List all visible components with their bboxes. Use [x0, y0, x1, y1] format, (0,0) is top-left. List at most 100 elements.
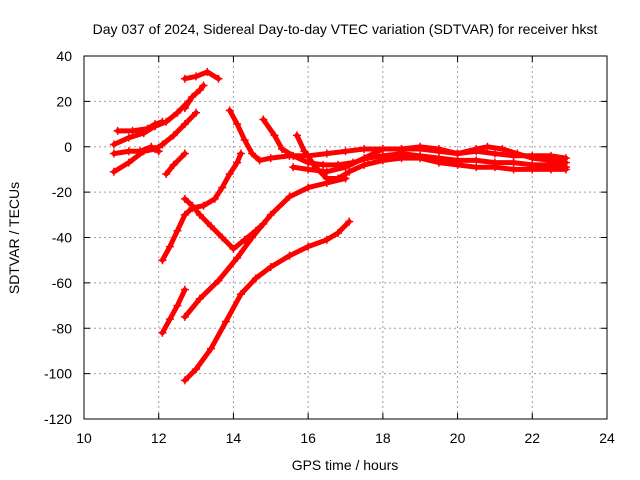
data-point-marker: [513, 149, 522, 158]
data-point-marker: [165, 315, 174, 324]
data-point-marker: [360, 160, 369, 169]
data-point-marker: [528, 165, 537, 174]
data-point-marker: [453, 149, 462, 158]
x-tick-label: 18: [375, 430, 391, 446]
data-point-marker: [304, 242, 313, 251]
data-point-marker: [158, 328, 167, 337]
data-point-marker: [233, 158, 242, 167]
data-point-marker: [248, 233, 257, 242]
data-point-marker: [266, 210, 275, 219]
data-point-marker: [195, 210, 204, 219]
data-point-marker: [169, 131, 178, 140]
data-point-marker: [207, 344, 216, 353]
data-point-marker: [483, 142, 492, 151]
y-tick-label: -40: [52, 230, 72, 246]
data-point-marker: [199, 81, 208, 90]
data-point-marker: [225, 106, 234, 115]
data-point-marker: [136, 147, 145, 156]
data-point-marker: [124, 158, 133, 167]
data-point-marker: [334, 228, 343, 237]
data-point-marker: [472, 156, 481, 165]
data-point-marker: [490, 163, 499, 172]
data-point-marker: [341, 147, 350, 156]
data-point-marker: [397, 154, 406, 163]
x-axis-label: GPS time / hours: [292, 457, 399, 473]
y-tick-label: -80: [52, 320, 72, 336]
data-point-marker: [490, 149, 499, 158]
data-point-marker: [289, 163, 298, 172]
data-point-marker: [434, 158, 443, 167]
data-point-marker: [214, 276, 223, 285]
data-point-marker: [378, 156, 387, 165]
data-point-marker: [322, 167, 331, 176]
data-point-marker: [207, 222, 216, 231]
data-point-marker: [233, 120, 242, 129]
y-tick-label: 40: [56, 48, 72, 64]
data-point-marker: [416, 142, 425, 151]
data-point-marker: [192, 72, 201, 81]
data-point-marker: [188, 92, 197, 101]
data-point-marker: [203, 67, 212, 76]
data-point-marker: [147, 142, 156, 151]
data-point-marker: [277, 145, 286, 154]
data-point-marker: [322, 149, 331, 158]
data-point-marker: [109, 167, 118, 176]
data-point-marker: [180, 194, 189, 203]
data-point-marker: [221, 317, 230, 326]
data-point-marker: [180, 74, 189, 83]
series-layer: [109, 67, 570, 385]
series-arc-7: [182, 69, 221, 82]
data-point-marker: [180, 149, 189, 158]
y-tick-label: 0: [64, 139, 72, 155]
data-point-marker: [322, 174, 331, 183]
data-point-marker: [322, 235, 331, 244]
data-point-marker: [225, 169, 234, 178]
data-point-marker: [304, 165, 313, 174]
data-point-marker: [173, 226, 182, 235]
data-point-marker: [188, 201, 197, 210]
data-point-marker: [240, 135, 249, 144]
data-point-marker: [319, 160, 328, 169]
data-point-marker: [255, 156, 264, 165]
data-point-marker: [434, 145, 443, 154]
series-arc-9: [159, 287, 188, 336]
series-arc-12: [182, 219, 352, 383]
data-point-marker: [285, 192, 294, 201]
data-point-marker: [218, 183, 227, 192]
data-point-marker: [248, 149, 257, 158]
tick-layer: 10 12 14 16 18 20 22 24 -120 -100 -80 -60 -40 -20 0 20 4…: [44, 48, 615, 446]
data-point-marker: [561, 165, 570, 174]
data-point-marker: [195, 86, 204, 95]
data-point-marker: [285, 251, 294, 260]
chart-title: Day 037 of 2024, Sidereal Day-to-day VTE…: [93, 21, 598, 37]
data-point-marker: [472, 163, 481, 172]
data-point-marker: [169, 160, 178, 169]
data-point-marker: [199, 201, 208, 210]
data-point-marker: [158, 256, 167, 265]
data-point-marker: [509, 165, 518, 174]
data-point-marker: [270, 131, 279, 140]
data-point-marker: [173, 108, 182, 117]
data-point-marker: [236, 290, 245, 299]
data-point-marker: [561, 158, 570, 167]
data-point-marker: [528, 154, 537, 163]
data-point-marker: [453, 160, 462, 169]
data-point-marker: [143, 124, 152, 133]
data-point-marker: [192, 365, 201, 374]
data-point-marker: [180, 210, 189, 219]
data-point-marker: [165, 242, 174, 251]
x-tick-label: 16: [300, 430, 316, 446]
data-point-marker: [229, 244, 238, 253]
data-point-marker: [218, 233, 227, 242]
x-tick-label: 14: [226, 430, 242, 446]
data-point-marker: [360, 145, 369, 154]
data-point-marker: [233, 253, 242, 262]
x-tick-label: 12: [151, 430, 167, 446]
x-tick-label: 20: [450, 430, 466, 446]
data-point-marker: [158, 140, 167, 149]
y-tick-label: -100: [44, 366, 72, 382]
y-tick-label: -120: [44, 411, 72, 427]
data-point-marker: [214, 74, 223, 83]
data-point-marker: [292, 131, 301, 140]
data-point-marker: [173, 301, 182, 310]
